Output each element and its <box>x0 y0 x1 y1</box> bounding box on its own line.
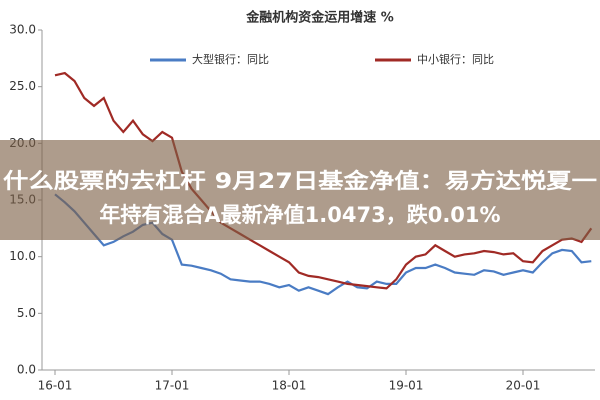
y-tick-label: 25.0 <box>9 79 36 93</box>
x-tick-label: 17-01 <box>155 379 190 393</box>
x-tick-label: 16-01 <box>38 379 73 393</box>
y-tick-label: 10.0 <box>9 249 36 263</box>
y-tick-label: 0.0 <box>17 363 36 377</box>
series-line <box>54 71 593 290</box>
legend-label: 中小银行：同比 <box>417 52 494 66</box>
x-tick-label: 20-01 <box>506 379 541 393</box>
banner-line: 年持有混合A最新净值1.0473，跌0.01% <box>99 203 500 227</box>
chart-title: 金融机构资金运用增速 % <box>245 10 394 26</box>
banner-line: 什么股票的去杠杆 9月27日基金净值：易方达悦夏一 <box>3 169 597 193</box>
x-tick-label: 19-01 <box>389 379 424 393</box>
x-tick-label: 18-01 <box>272 379 307 393</box>
legend-label: 大型银行：同比 <box>192 52 269 66</box>
y-tick-label: 5.0 <box>17 306 36 320</box>
banner <box>0 140 600 240</box>
y-tick-label: 30.0 <box>9 23 36 37</box>
